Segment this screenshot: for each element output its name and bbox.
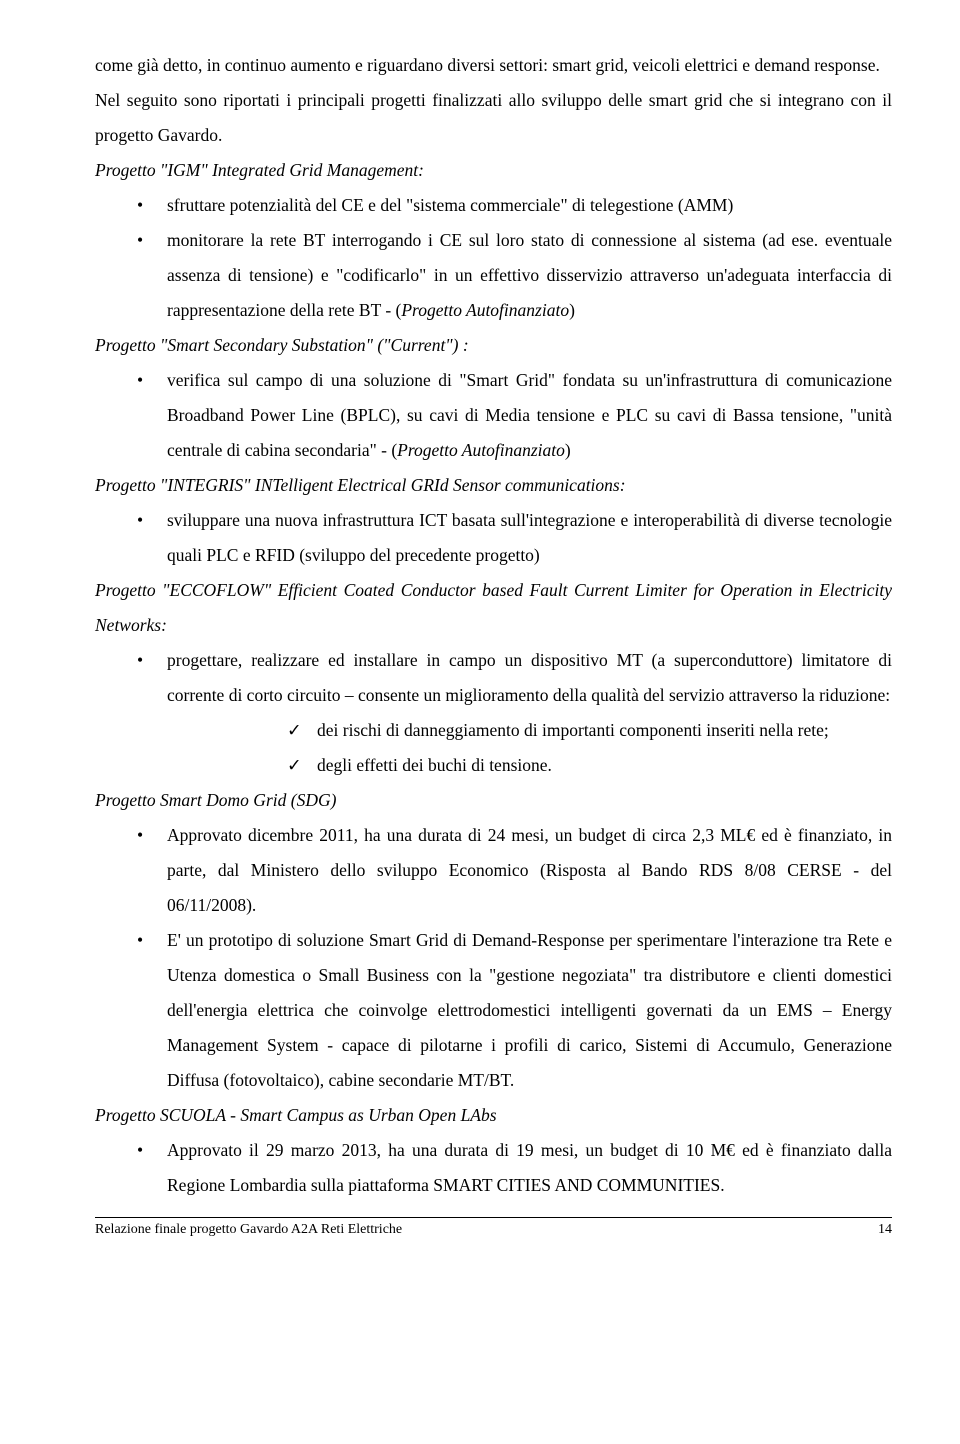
list-item-text: ) xyxy=(565,440,571,460)
tick-item: degli effetti dei buchi di tensione. xyxy=(287,748,892,783)
tick-item: dei rischi di danneggiamento di importan… xyxy=(287,713,892,748)
footer: Relazione finale progetto Gavardo A2A Re… xyxy=(95,1217,892,1239)
list-item: sfruttare potenzialità del CE e del "sis… xyxy=(137,188,892,223)
intro-para-1: come già detto, in continuo aumento e ri… xyxy=(95,48,892,83)
list-item-text: progettare, realizzare ed installare in … xyxy=(167,650,892,705)
list-item: progettare, realizzare ed installare in … xyxy=(137,643,892,783)
integris-title: Progetto "INTEGRIS" INTelligent Electric… xyxy=(95,468,892,503)
eccoflow-title: Progetto "ECCOFLOW" Efficient Coated Con… xyxy=(95,573,892,643)
igm-title: Progetto "IGM" Integrated Grid Managemen… xyxy=(95,153,892,188)
footer-left: Relazione finale progetto Gavardo A2A Re… xyxy=(95,1222,402,1239)
list-item: sviluppare una nuova infrastruttura ICT … xyxy=(137,503,892,573)
sdg-list: Approvato dicembre 2011, ha una durata d… xyxy=(137,818,892,1098)
scuola-list: Approvato il 29 marzo 2013, ha una durat… xyxy=(137,1133,892,1203)
list-item: Approvato il 29 marzo 2013, ha una durat… xyxy=(137,1133,892,1203)
list-item: Approvato dicembre 2011, ha una durata d… xyxy=(137,818,892,923)
scuola-title: Progetto SCUOLA - Smart Campus as Urban … xyxy=(95,1098,892,1133)
list-item-em: Progetto Autofinanziato xyxy=(401,300,569,320)
igm-list: sfruttare potenzialità del CE e del "sis… xyxy=(137,188,892,328)
sdg-title: Progetto Smart Domo Grid (SDG) xyxy=(95,783,892,818)
list-item: verifica sul campo di una soluzione di "… xyxy=(137,363,892,468)
list-item: E' un prototipo di soluzione Smart Grid … xyxy=(137,923,892,1098)
eccoflow-ticks: dei rischi di danneggiamento di importan… xyxy=(287,713,892,783)
sss-list: verifica sul campo di una soluzione di "… xyxy=(137,363,892,468)
eccoflow-list: progettare, realizzare ed installare in … xyxy=(137,643,892,783)
footer-page-number: 14 xyxy=(878,1222,892,1239)
list-item: monitorare la rete BT interrogando i CE … xyxy=(137,223,892,328)
sss-title: Progetto "Smart Secondary Substation" ("… xyxy=(95,328,892,363)
integris-list: sviluppare una nuova infrastruttura ICT … xyxy=(137,503,892,573)
intro-para-2: Nel seguito sono riportati i principali … xyxy=(95,83,892,153)
list-item-em: Progetto Autofinanziato xyxy=(397,440,565,460)
list-item-text: ) xyxy=(569,300,575,320)
